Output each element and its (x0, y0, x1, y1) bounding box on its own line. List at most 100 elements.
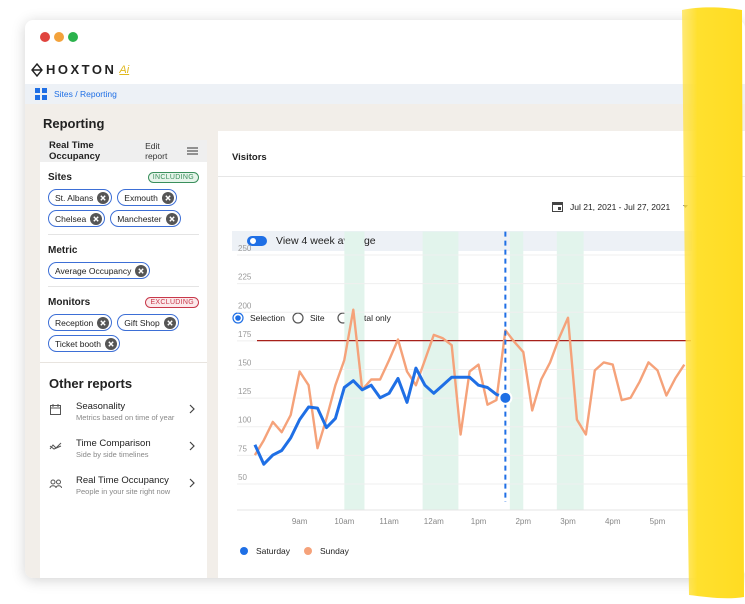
toggle-knob (250, 238, 256, 244)
window-controls (40, 32, 78, 42)
report-title: Real Time Occupancy (49, 140, 101, 162)
chip-label: Ticket booth (55, 338, 101, 349)
chip[interactable]: Ticket booth (48, 335, 120, 352)
edit-report[interactable]: Edit report (145, 141, 198, 161)
chevron (189, 441, 195, 451)
remove-icon[interactable] (161, 191, 174, 204)
y-tick-label: 200 (238, 301, 252, 310)
y-tick-label: 225 (238, 273, 252, 282)
chip-label: Chelsea (55, 213, 87, 224)
y-tick-label: 100 (238, 416, 252, 425)
chevron (189, 478, 195, 488)
radio-button[interactable] (292, 312, 304, 324)
panel-title: Visitors (232, 152, 267, 163)
highlight-band (556, 231, 584, 510)
y-tick-label: 125 (238, 387, 252, 396)
x-tick-label: 12am (424, 517, 444, 526)
logo-suffix: Ai (119, 63, 130, 76)
highlight-band (509, 231, 524, 510)
y-tick-label: 75 (238, 444, 247, 453)
legend-label: Saturday (256, 546, 291, 556)
report-link[interactable]: Seasonality Metrics based on time of year (40, 399, 207, 429)
breadcrumb-bar: Sites / Reporting (25, 84, 745, 104)
radio-option[interactable]: Selection (232, 312, 285, 324)
x-tick-label: 2pm (515, 517, 531, 526)
report-link[interactable]: Time Comparison Side by side timelines (40, 436, 207, 466)
y-tick-label: 150 (238, 358, 252, 367)
section-title: Sites (48, 171, 72, 183)
report-subtitle: People in your site right now (76, 487, 171, 496)
x-tick-label: 11am (379, 517, 399, 526)
y-tick-label: 50 (238, 473, 247, 482)
x-tick-label: 3pm (560, 517, 576, 526)
chip[interactable]: Chelsea (48, 210, 106, 227)
report-icon (49, 442, 62, 450)
chip-list: Reception Gift Shop Ticket booth (48, 314, 199, 352)
section-header: Sites INCLUDING (48, 170, 199, 184)
radio-button[interactable] (232, 312, 244, 324)
chip-label: Gift Shop (124, 317, 160, 328)
remove-icon[interactable] (165, 212, 178, 225)
remove-icon[interactable] (105, 337, 117, 350)
section-title: Monitors (48, 296, 91, 308)
chevron (189, 404, 195, 414)
chip[interactable]: Average Occupancy (48, 262, 151, 279)
chip-list: St. Albans Exmouth Chelsea Manchester (48, 189, 199, 227)
filter-section: Monitors EXCLUDING Reception Gift Shop Ticke… (48, 287, 199, 359)
report-link[interactable]: Real Time Occupancy People in your site r… (40, 473, 207, 503)
radio-option[interactable]: Site (292, 312, 325, 324)
radio-label: Total only (355, 313, 391, 323)
chip[interactable]: St. Albans (48, 189, 113, 206)
x-tick-label: 9am (292, 517, 308, 526)
chip-label: St. Albans (55, 192, 94, 203)
apps-icon[interactable] (35, 88, 47, 100)
series-line (253, 366, 506, 466)
section-badge: INCLUDING (147, 171, 199, 183)
remove-icon[interactable] (97, 191, 110, 204)
report-subtitle: Metrics based on time of year (76, 413, 175, 422)
report-title: Real Time Occupancy (76, 475, 169, 486)
logo[interactable]: HOXTON Ai (31, 62, 129, 77)
toggle[interactable] (247, 236, 267, 246)
report-icon (50, 404, 61, 415)
filter-section: Sites INCLUDING St. Albans Exmouth Chelsea Ma… (48, 162, 199, 235)
report-title: Seasonality (76, 401, 126, 412)
remove-icon[interactable] (163, 316, 176, 329)
y-tick-label: 250 (238, 244, 252, 253)
radio-label: Site (310, 313, 325, 323)
logo-text: HOXTON (46, 62, 117, 77)
legend-swatch (304, 547, 312, 555)
chip[interactable]: Manchester (110, 210, 181, 227)
chip[interactable]: Gift Shop (117, 314, 179, 331)
chip-label: Average Occupancy (55, 265, 132, 276)
chip[interactable]: Exmouth (117, 189, 177, 206)
x-tick-label: 5pm (650, 517, 666, 526)
legend-swatch (240, 547, 248, 555)
page-title: Reporting (43, 116, 105, 131)
report-subtitle: Side by side timelines (76, 450, 149, 459)
remove-icon[interactable] (90, 212, 103, 225)
report-title: Time Comparison (76, 438, 151, 449)
section-badge: EXCLUDING (145, 296, 199, 308)
series-line (253, 308, 686, 456)
other-reports-title: Other reports (49, 376, 133, 391)
cursor-marker (498, 390, 513, 405)
calendar-icon (552, 202, 563, 212)
legend-label: Sunday (320, 546, 350, 556)
date-range[interactable]: Jul 21, 2021 - Jul 27, 2021 (570, 201, 671, 212)
chip[interactable]: Reception (48, 314, 113, 331)
report-icon (49, 479, 62, 489)
menu-icon (187, 147, 198, 155)
x-tick-label: 1pm (471, 517, 487, 526)
remove-icon[interactable] (97, 316, 110, 329)
chip-label: Exmouth (124, 192, 158, 203)
chip-label: Manchester (117, 213, 162, 224)
section-header: Monitors EXCLUDING (48, 295, 199, 309)
sidebar-header: Real Time Occupancy Edit report (40, 140, 207, 162)
remove-icon[interactable] (135, 264, 148, 277)
edit-label[interactable]: Edit report (145, 141, 168, 161)
radio-label: Selection (250, 313, 285, 323)
sidebar: Real Time Occupancy Edit report Sites INC… (40, 140, 207, 578)
breadcrumb[interactable]: Sites / Reporting (54, 89, 117, 99)
